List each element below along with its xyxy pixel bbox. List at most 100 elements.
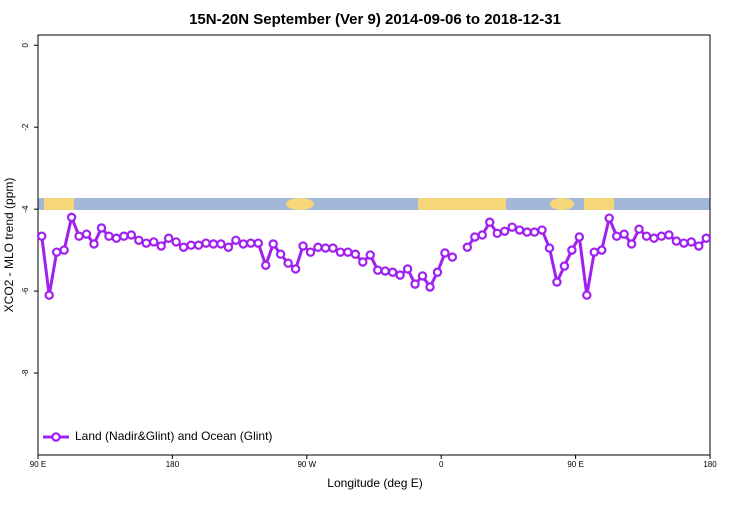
data-point — [671, 236, 682, 246]
data-point — [283, 258, 293, 268]
data-point — [574, 232, 585, 242]
data-point — [193, 240, 204, 250]
data-point — [231, 235, 241, 245]
data-point — [111, 233, 122, 243]
data-point — [163, 233, 174, 243]
data-point — [470, 232, 480, 242]
data-point — [619, 229, 629, 239]
data-point — [567, 245, 577, 255]
data-point — [126, 230, 137, 240]
legend-label: Land (Nadir&Glint) and Ocean (Glint) — [75, 429, 272, 443]
data-point — [611, 231, 622, 241]
data-point — [604, 213, 614, 223]
data-point — [44, 290, 54, 300]
data-point — [119, 231, 129, 241]
data-point — [134, 235, 144, 245]
data-point — [686, 237, 697, 247]
data-point — [380, 266, 390, 276]
data-point — [51, 247, 62, 257]
data-point — [343, 247, 353, 257]
data-point — [589, 247, 599, 257]
data-point — [358, 257, 368, 267]
y-tick-label: -8 — [21, 369, 30, 377]
data-point — [402, 264, 413, 274]
data-point — [298, 241, 308, 251]
data-point — [514, 225, 525, 235]
data-point — [499, 226, 510, 236]
data-point — [96, 223, 107, 233]
x-tick-label: 180 — [166, 460, 180, 469]
data-point — [485, 217, 495, 227]
data-point — [387, 267, 398, 277]
data-point — [679, 238, 689, 248]
data-point — [432, 267, 443, 277]
data-point — [559, 261, 570, 271]
data-point — [641, 231, 652, 241]
data-point — [186, 240, 196, 250]
data-point — [74, 231, 84, 241]
data-point — [373, 265, 383, 275]
data-point — [253, 238, 263, 248]
data-point — [462, 242, 473, 252]
data-point — [626, 239, 637, 249]
data-point — [447, 252, 458, 262]
data-point — [537, 225, 547, 235]
data-point — [223, 242, 234, 252]
data-point — [656, 231, 667, 241]
land — [286, 198, 314, 210]
data-point — [66, 212, 77, 223]
data-point — [178, 242, 189, 252]
data-point — [350, 249, 361, 259]
data-point — [216, 239, 226, 249]
data-point — [81, 229, 92, 239]
x-tick-label: 90 E — [567, 460, 583, 469]
data-point — [365, 250, 375, 260]
y-tick-label: -4 — [21, 205, 30, 213]
data-point — [104, 231, 114, 241]
data-point — [492, 228, 502, 239]
plot-frame — [37, 34, 711, 456]
y-tick-label: 0 — [21, 42, 30, 47]
data-point — [417, 271, 428, 281]
data-point — [597, 245, 607, 255]
land — [584, 198, 614, 210]
map-strip — [38, 198, 710, 210]
data-point — [664, 230, 674, 240]
data-point — [544, 243, 555, 253]
x-tick-label: 0 — [439, 460, 444, 469]
data-point — [440, 248, 450, 258]
y-axis-label: XCO2 - MLO trend (ppm) — [2, 178, 16, 313]
x-tick-label: 90 W — [297, 460, 316, 469]
data-point — [552, 277, 562, 287]
y-tick-label: -2 — [21, 123, 30, 131]
data-point — [320, 243, 331, 253]
data-point — [410, 279, 420, 289]
data-point — [149, 237, 159, 247]
data-point — [305, 247, 316, 257]
data-point — [275, 249, 286, 259]
land — [550, 198, 574, 210]
x-axis-label: Longitude (deg E) — [327, 476, 422, 490]
x-tick-label: 90 E — [30, 460, 46, 469]
legend: Land (Nadir&Glint) and Ocean (Glint) — [43, 429, 272, 443]
data-point — [201, 238, 211, 248]
data-point — [37, 231, 47, 241]
data-point — [261, 260, 271, 270]
data-point — [395, 270, 405, 280]
data-point — [701, 233, 711, 243]
data-point — [694, 241, 704, 251]
data-point — [290, 264, 301, 274]
data-point — [156, 241, 166, 251]
data-point — [507, 222, 517, 232]
chart-title: 15N-20N September (Ver 9) 2014-09-06 to … — [189, 11, 561, 28]
ocean-band — [38, 198, 710, 210]
data-point — [208, 239, 219, 249]
land — [44, 198, 74, 210]
data-point — [59, 245, 69, 255]
data-point — [582, 290, 592, 300]
data-point — [246, 238, 256, 248]
data-point — [634, 224, 644, 234]
data-point — [313, 242, 323, 252]
